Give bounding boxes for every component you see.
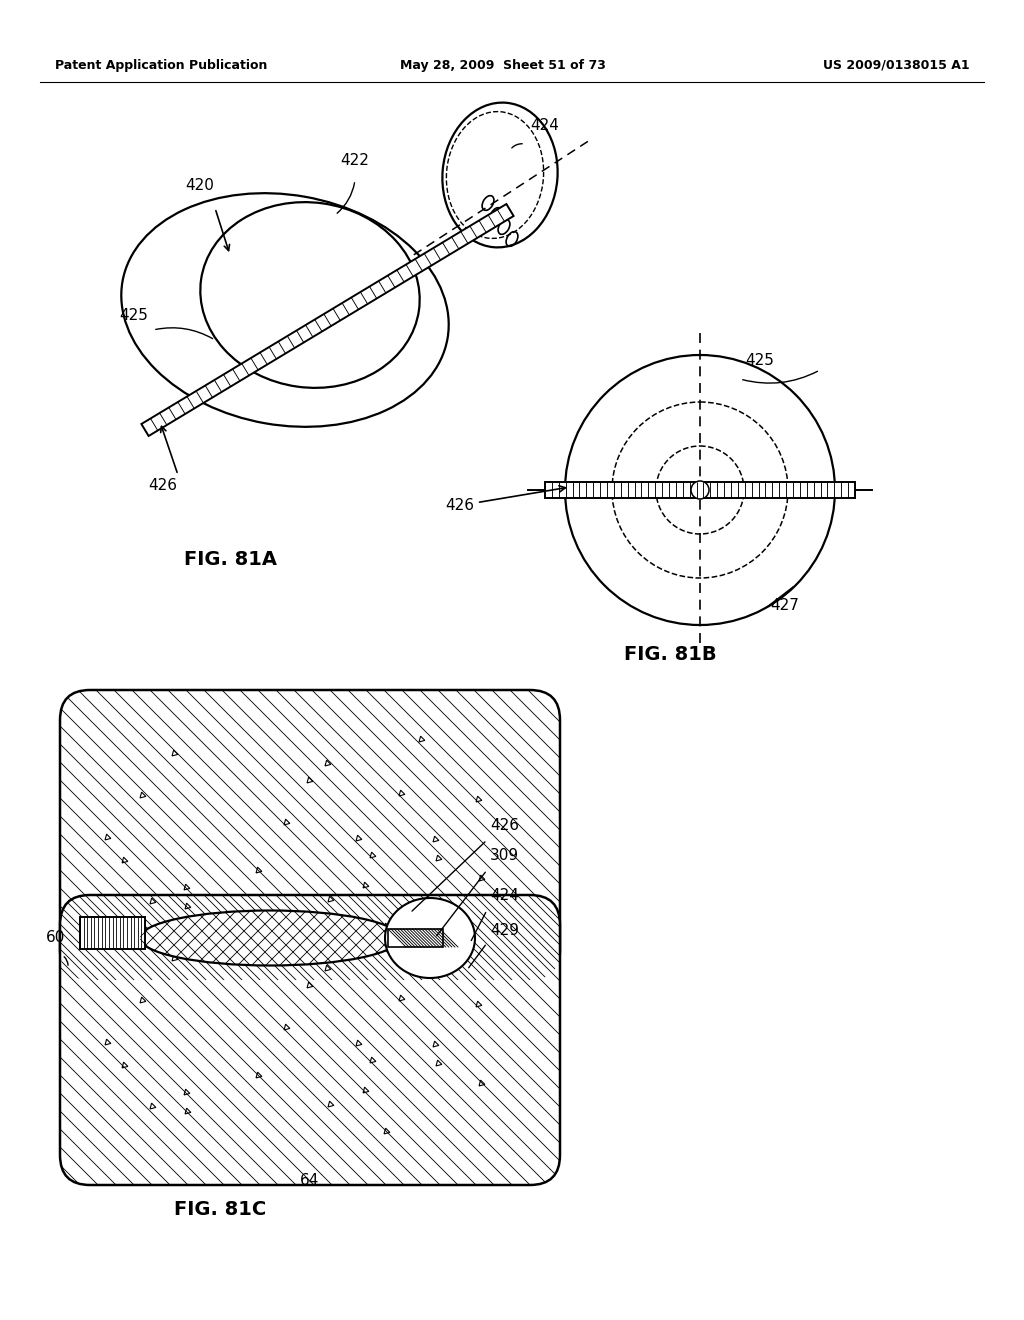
Bar	[388, 929, 443, 946]
Text: 64: 64	[300, 1173, 319, 1188]
Text: FIG. 81A: FIG. 81A	[183, 550, 276, 569]
Circle shape	[565, 355, 835, 624]
Text: 426: 426	[148, 478, 177, 492]
Circle shape	[691, 480, 709, 499]
Text: 427: 427	[770, 598, 799, 612]
Text: 420: 420	[185, 178, 214, 193]
Text: 424: 424	[530, 117, 559, 133]
Text: 422: 422	[340, 153, 369, 168]
Text: 429: 429	[490, 923, 519, 939]
Ellipse shape	[140, 911, 400, 965]
Text: 426: 426	[490, 818, 519, 833]
Text: FIG. 81C: FIG. 81C	[174, 1200, 266, 1218]
Text: 60: 60	[46, 931, 65, 945]
Text: 425: 425	[745, 352, 774, 368]
Ellipse shape	[385, 898, 475, 978]
FancyBboxPatch shape	[60, 690, 560, 979]
Ellipse shape	[442, 103, 558, 247]
Text: May 28, 2009  Sheet 51 of 73: May 28, 2009 Sheet 51 of 73	[400, 58, 606, 71]
Text: Patent Application Publication: Patent Application Publication	[55, 58, 267, 71]
Text: US 2009/0138015 A1: US 2009/0138015 A1	[823, 58, 970, 71]
Text: 425: 425	[119, 308, 148, 323]
Text: FIG. 81B: FIG. 81B	[624, 645, 717, 664]
Polygon shape	[80, 917, 145, 949]
Polygon shape	[545, 482, 855, 498]
Ellipse shape	[201, 202, 420, 388]
Text: 426: 426	[445, 486, 565, 513]
Polygon shape	[141, 205, 514, 436]
Text: 309: 309	[490, 847, 519, 863]
Text: 424: 424	[490, 888, 519, 903]
FancyBboxPatch shape	[60, 895, 560, 1185]
Ellipse shape	[121, 193, 449, 426]
